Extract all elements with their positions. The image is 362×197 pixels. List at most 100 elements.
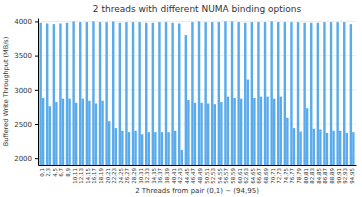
bar [145, 23, 147, 165]
y-tick-mark [35, 158, 38, 159]
bar [79, 22, 81, 165]
series [42, 80, 355, 165]
bar [108, 121, 110, 165]
bar [227, 97, 229, 165]
bar [214, 104, 216, 165]
bar [299, 131, 301, 165]
x-tick: 88,89 [329, 165, 335, 184]
bar [343, 22, 345, 165]
x-tick-label: 38,39 [164, 168, 170, 184]
x-tick: 2,3 [45, 165, 51, 177]
bar [257, 22, 259, 165]
bar [207, 103, 209, 165]
x-tick-label: 90,91 [336, 168, 342, 184]
x-tick-label: 14,15 [85, 168, 91, 184]
bar [346, 133, 348, 165]
bar [277, 22, 279, 165]
bar [332, 131, 334, 165]
y-tick-label: 3500 [14, 52, 32, 60]
x-tick: 18,19 [98, 165, 104, 184]
x-tick: 52,53 [210, 165, 216, 184]
title: 2 threads with different NUMA binding op… [93, 4, 302, 14]
x-tick: 46,47 [190, 165, 196, 184]
bar [128, 132, 130, 165]
bar [218, 22, 220, 165]
bar [66, 23, 68, 165]
bar [138, 22, 140, 165]
x-tick-label: 28,29 [131, 168, 137, 184]
x-tick-label: 46,47 [190, 168, 196, 184]
bar [260, 97, 262, 165]
x-tick: 22,23 [111, 165, 117, 184]
chart: 200025003000350040000,12,34,56,78,910,11… [0, 0, 362, 197]
x-axis-line [39, 165, 357, 166]
bar [134, 131, 136, 165]
bar [158, 22, 160, 165]
bar [211, 22, 213, 165]
bar [270, 21, 272, 165]
bar [240, 99, 242, 165]
x-tick: 58,59 [230, 165, 236, 184]
x-tick: 66,67 [256, 165, 262, 184]
bar [237, 22, 239, 165]
y-tick-mark [35, 90, 38, 91]
bar [148, 132, 150, 165]
x-tick: 20,21 [105, 165, 111, 184]
y-tick-label: 3000 [14, 87, 32, 95]
x-tick: 24,25 [118, 165, 124, 184]
x-tick-label: 78,79 [296, 168, 302, 184]
x-tick: 68,69 [263, 165, 269, 184]
x-tick: 92,93 [342, 165, 348, 184]
bars [39, 21, 354, 165]
bar [191, 22, 193, 165]
x-tick: 38,39 [164, 165, 170, 184]
x-tick: 0,1 [39, 165, 45, 177]
x-tick: 4,5 [52, 165, 58, 177]
bar [178, 23, 180, 165]
bar [313, 129, 315, 165]
x-tick: 14,15 [85, 165, 91, 184]
x-tick-label: 82,83 [309, 168, 315, 184]
x-tick: 74,75 [283, 165, 289, 184]
bar [88, 101, 90, 165]
x-tick: 30,31 [138, 165, 144, 184]
x-tick-label: 68,69 [263, 168, 269, 184]
bar [293, 128, 295, 165]
bar [86, 22, 88, 165]
x-tick: 72,73 [276, 165, 282, 184]
x-tick-label: 74,75 [283, 168, 289, 184]
x-tick-label: 72,73 [276, 168, 282, 184]
y-tick-label: 2500 [14, 121, 32, 129]
bar [174, 131, 176, 165]
y-tick-label: 4000 [14, 18, 32, 26]
bar [339, 131, 341, 165]
bar [68, 99, 70, 165]
x-tick-label: 58,59 [230, 168, 236, 184]
bar [200, 103, 202, 165]
bar [284, 22, 286, 165]
x-tick-label: 30,31 [138, 168, 144, 184]
bar [181, 150, 183, 165]
bar [42, 98, 44, 165]
x-tick-label: 48,49 [197, 168, 203, 184]
bar [266, 97, 268, 165]
x-tick: 64,65 [250, 165, 256, 184]
bar [326, 133, 328, 165]
x-tick-label: 12,13 [78, 168, 84, 184]
x-tick-label: 20,21 [105, 168, 111, 184]
bar [62, 99, 64, 165]
bar [119, 23, 121, 165]
x-tick: 86,87 [322, 165, 328, 184]
x-tick: 10,11 [72, 165, 78, 184]
x-tick: 90,91 [336, 165, 342, 184]
bar [220, 102, 222, 165]
bar [92, 21, 94, 165]
bar [273, 99, 275, 165]
bar [101, 101, 103, 165]
y-tick: 3000 [14, 87, 38, 95]
x-tick: 70,71 [270, 165, 276, 184]
y-tick-mark [35, 124, 38, 125]
y-tick: 3500 [14, 52, 38, 60]
x-tick-label: 44,45 [184, 168, 190, 184]
x-tick-label: 8,9 [65, 168, 71, 177]
